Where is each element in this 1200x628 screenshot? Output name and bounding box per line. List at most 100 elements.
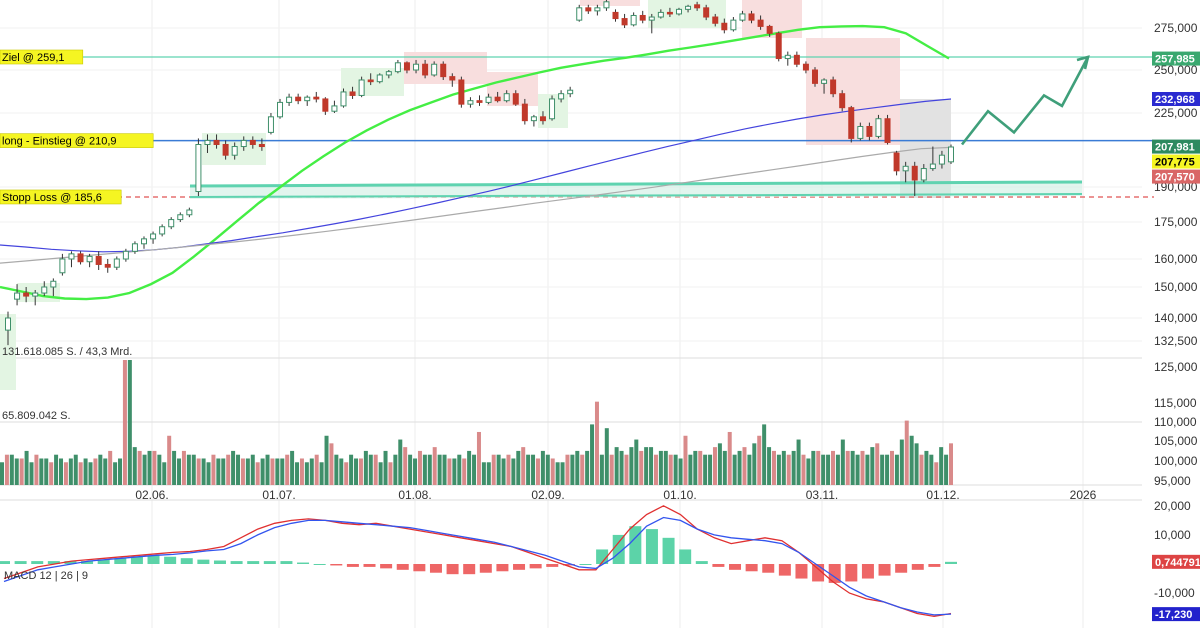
volume-bar bbox=[865, 454, 870, 485]
volume-bar bbox=[275, 458, 280, 485]
macd-histogram-bar bbox=[280, 561, 293, 564]
candle-body bbox=[558, 93, 565, 100]
volume-bar bbox=[363, 450, 368, 485]
volume-bar bbox=[299, 458, 304, 485]
candle-body bbox=[267, 116, 274, 133]
macd-histogram-bar bbox=[878, 564, 891, 576]
volume-bar bbox=[860, 450, 865, 485]
volume-bar bbox=[255, 462, 260, 485]
volume-bar bbox=[850, 450, 855, 485]
candle-body bbox=[349, 91, 356, 96]
volume-bar bbox=[373, 454, 378, 485]
candle-body bbox=[757, 19, 764, 27]
candle-body bbox=[159, 226, 166, 235]
macd-tag-label: -17,230 bbox=[1155, 609, 1192, 621]
price-tag-label: 232,968 bbox=[1155, 94, 1195, 106]
volume-bar bbox=[767, 447, 772, 485]
volume-bar bbox=[722, 450, 727, 485]
macd-histogram-bar bbox=[529, 564, 542, 569]
volume-bar bbox=[59, 458, 64, 485]
volume-bar bbox=[177, 458, 182, 485]
volume-bar bbox=[191, 454, 196, 485]
range-box bbox=[580, 0, 640, 6]
candle-body bbox=[521, 103, 528, 122]
volume-bar bbox=[624, 454, 629, 485]
macd-histogram-bar bbox=[546, 564, 559, 567]
candle-body bbox=[594, 7, 601, 12]
candle-body bbox=[830, 79, 837, 95]
macd-histogram-bar bbox=[47, 561, 60, 564]
volume-bar bbox=[68, 458, 73, 485]
volume-bar bbox=[417, 450, 422, 485]
candle-body bbox=[739, 13, 746, 21]
volume-bar bbox=[122, 360, 127, 485]
price-tag-box bbox=[1152, 169, 1200, 184]
macd-histogram-bar bbox=[81, 561, 94, 564]
candle-body bbox=[685, 5, 692, 10]
volume-bar bbox=[939, 447, 944, 485]
volume-bar bbox=[771, 450, 776, 485]
macd-histogram-bar bbox=[778, 564, 791, 576]
support-line-bottom bbox=[189, 193, 1083, 198]
macd-histogram-bar bbox=[97, 559, 110, 564]
candle-body bbox=[150, 233, 157, 240]
volume-bar bbox=[378, 462, 383, 485]
candle-body bbox=[884, 118, 891, 143]
volume-bar bbox=[211, 454, 216, 485]
volume-bar bbox=[880, 454, 885, 485]
volume-bar bbox=[201, 458, 206, 485]
candle-body bbox=[657, 11, 664, 18]
candle-body bbox=[249, 139, 256, 145]
volume-bar bbox=[73, 454, 78, 485]
volume-bar bbox=[216, 458, 221, 485]
volume-bar bbox=[826, 454, 831, 485]
volume-bar bbox=[83, 458, 88, 485]
price-tag-box bbox=[1152, 92, 1200, 106]
volume-bar bbox=[432, 447, 437, 485]
volume-bar bbox=[747, 454, 752, 485]
candle-body bbox=[675, 8, 682, 15]
volume-bar bbox=[290, 450, 295, 485]
volume-bar bbox=[663, 450, 668, 485]
volume-bar bbox=[358, 458, 363, 485]
volume-bar bbox=[339, 458, 344, 485]
candle-body bbox=[476, 100, 483, 103]
candle-body bbox=[612, 11, 619, 20]
price-tag-label: 207,570 bbox=[1155, 172, 1195, 184]
volume-bar bbox=[486, 462, 491, 485]
y-tick-label: 160,000 bbox=[1154, 252, 1198, 266]
volume-bar bbox=[904, 420, 909, 485]
volume-bar bbox=[398, 439, 403, 485]
volume-bar bbox=[260, 458, 265, 485]
macd-histogram-bar bbox=[197, 559, 210, 564]
macd-histogram-bar bbox=[496, 564, 509, 572]
macd-histogram-bar bbox=[579, 564, 592, 565]
candle-body bbox=[494, 96, 501, 102]
y-tick-label: 250,000 bbox=[1154, 63, 1198, 77]
volume-bar bbox=[540, 450, 545, 485]
volume-bar bbox=[172, 450, 177, 485]
candle-body bbox=[195, 143, 202, 193]
volume-bar bbox=[324, 435, 329, 485]
macd-histogram-bar bbox=[679, 549, 692, 564]
volume-bar bbox=[776, 454, 781, 485]
forecast-path bbox=[960, 55, 1090, 146]
volume-bar bbox=[889, 450, 894, 485]
volume-bar bbox=[708, 454, 713, 485]
price-tag-label: 207,775 bbox=[1155, 157, 1195, 169]
candle-body bbox=[340, 91, 347, 107]
x-tick-label: 03.11. bbox=[806, 488, 838, 502]
macd-histogram-bar bbox=[945, 561, 957, 564]
volume-bar bbox=[186, 454, 191, 485]
candle-body bbox=[866, 125, 873, 137]
volume-bar bbox=[285, 454, 290, 485]
volume-bar bbox=[118, 458, 123, 485]
volume-bar bbox=[472, 454, 477, 485]
line-label-box bbox=[0, 49, 84, 65]
volume-bar bbox=[137, 450, 142, 485]
axis-labels: 275,000250,000225,000190,000175,000160,0… bbox=[135, 21, 1197, 600]
volume-bar bbox=[899, 439, 904, 485]
volume-bar bbox=[127, 360, 132, 485]
volume-bar bbox=[501, 458, 506, 485]
